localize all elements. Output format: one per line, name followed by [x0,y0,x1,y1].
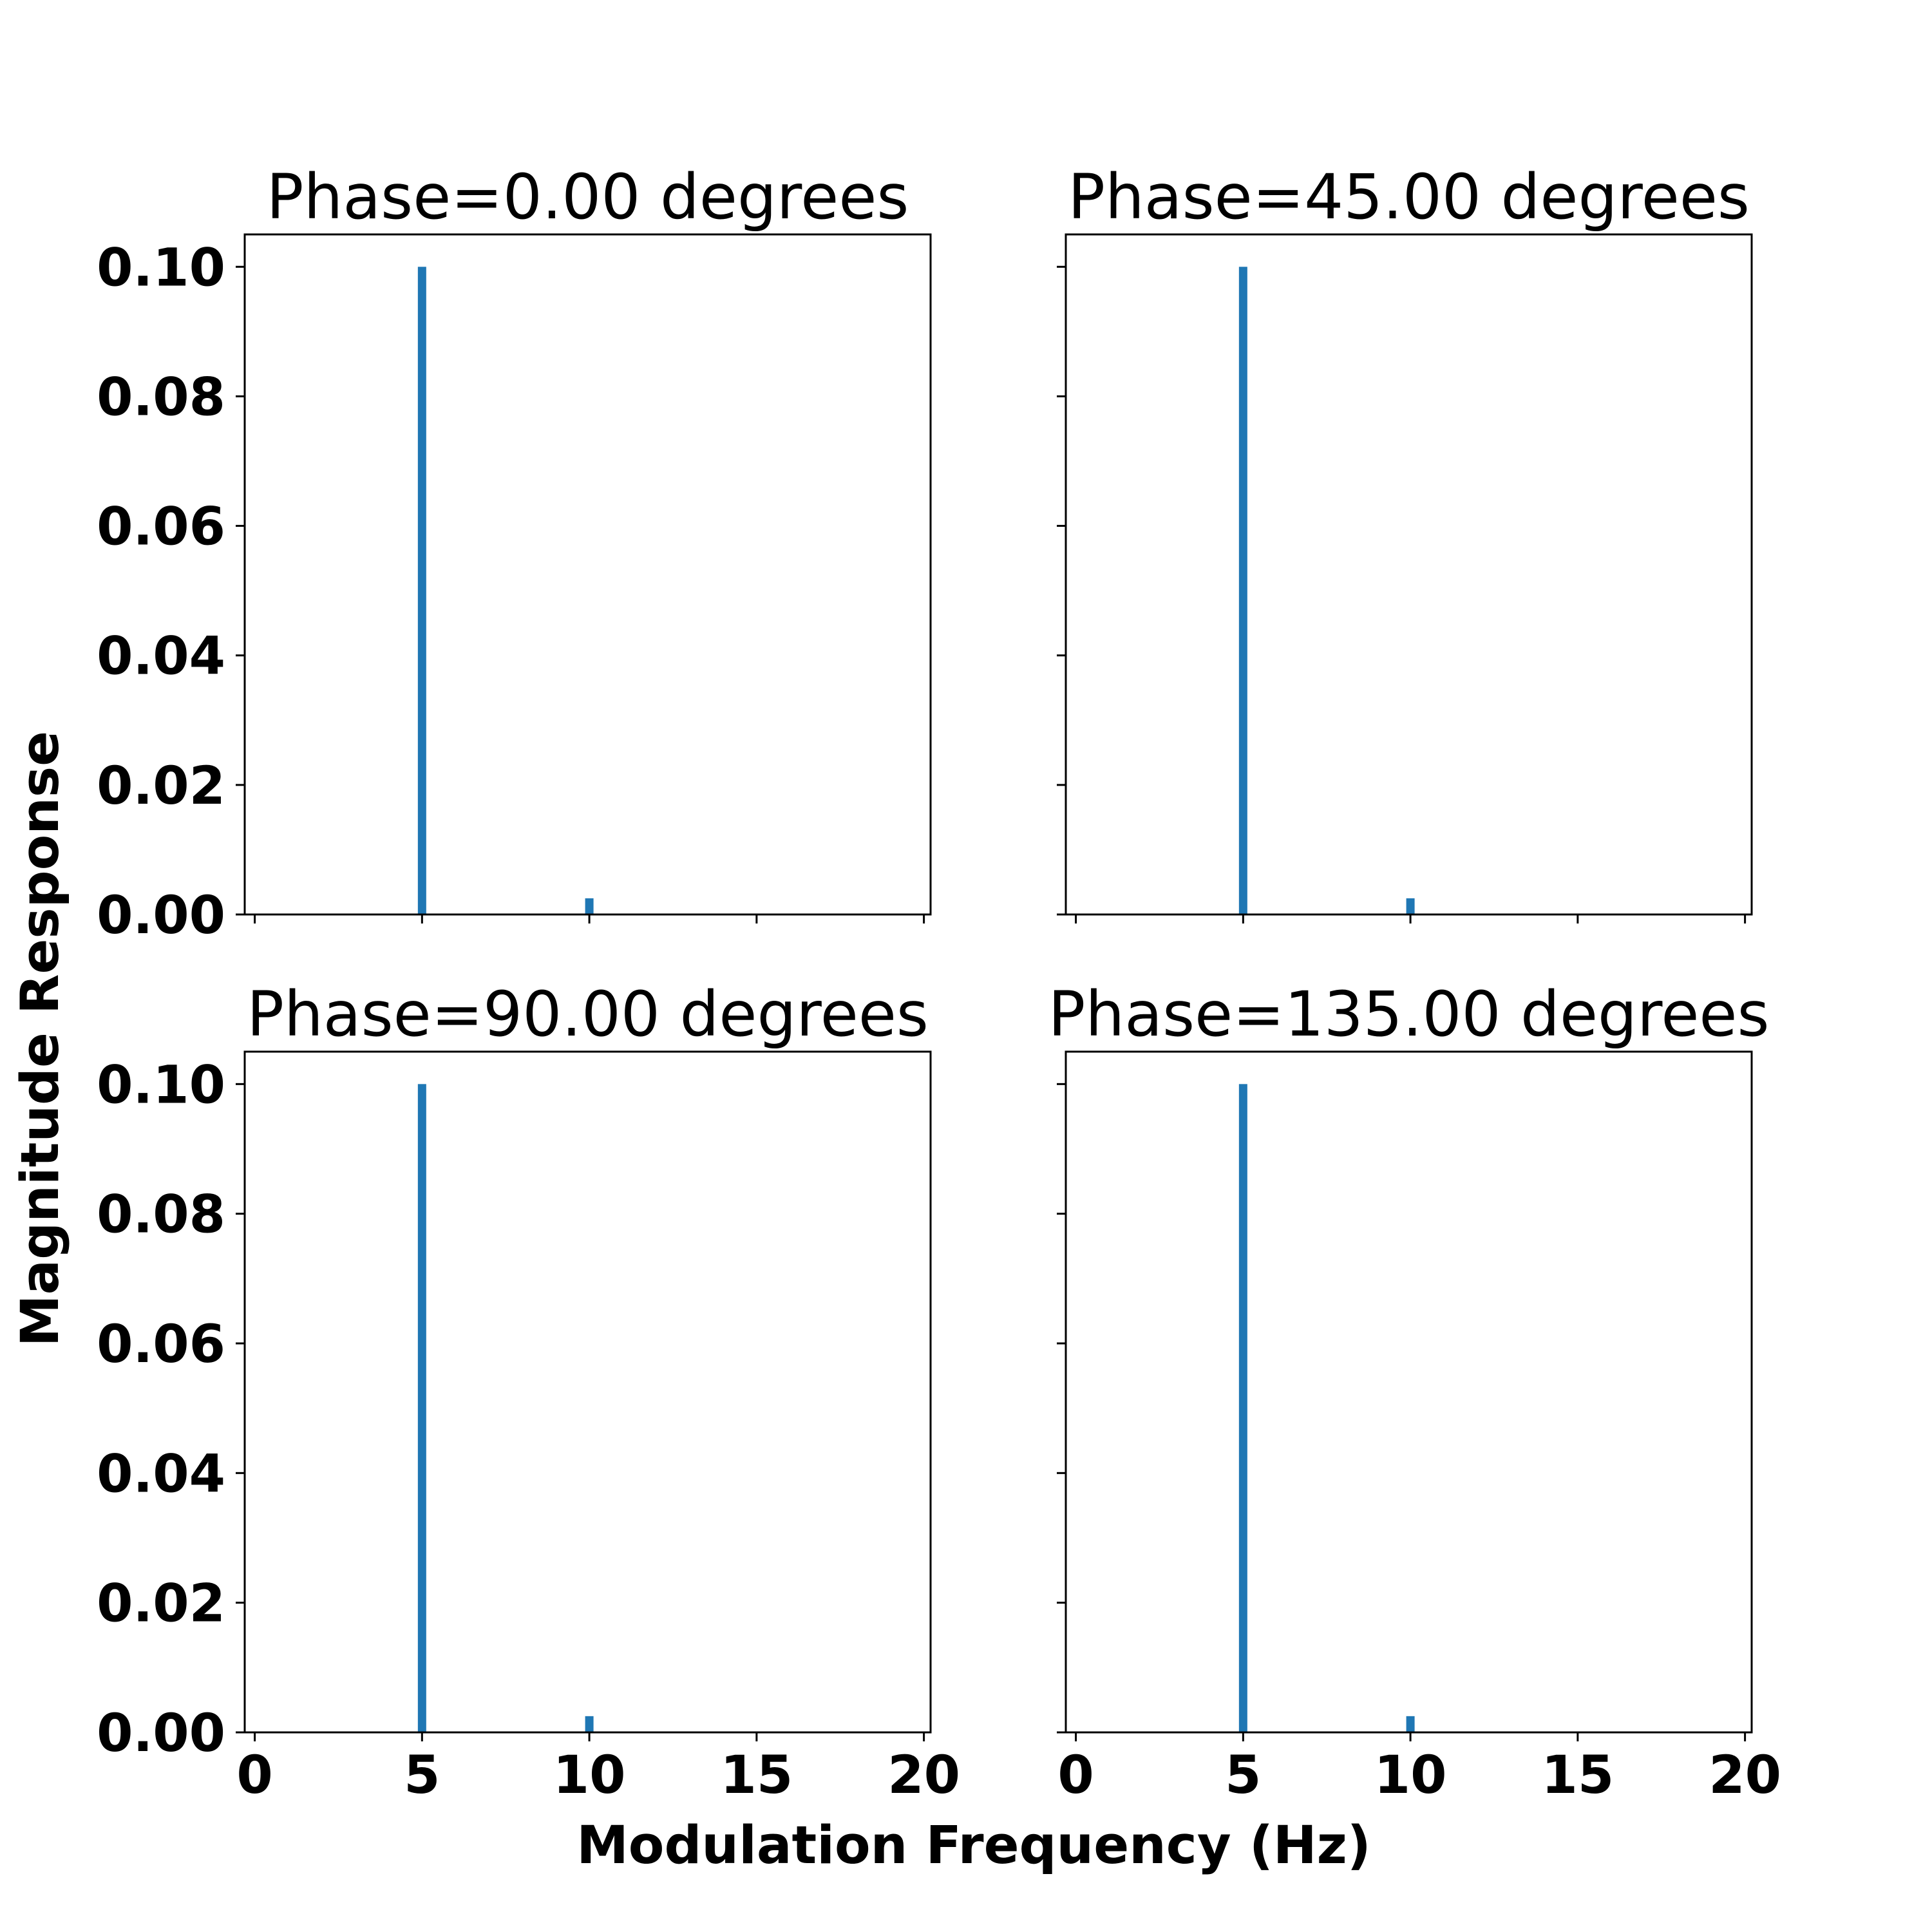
y-axis-label: Magnitude Response [10,731,71,1347]
y-tick-label: 0.06 [97,497,225,558]
panel-title: Phase=0.00 degrees [267,161,909,233]
y-tick-label: 0.08 [97,367,225,428]
y-tick-label: 0.00 [97,1703,225,1764]
y-tick-label: 0.00 [97,886,225,946]
y-tick-label: 0.06 [97,1314,225,1375]
x-tick-label: 0 [236,1745,272,1806]
x-tick-label: 10 [1374,1745,1447,1806]
y-tick-label: 0.08 [97,1185,225,1245]
panel-title: Phase=135.00 degrees [1048,978,1770,1050]
bar-10hz [585,898,594,914]
x-tick-label: 20 [887,1745,960,1806]
bar-5hz [417,267,426,914]
plot-frame [1065,233,1753,916]
x-axis-label: Modulation Frequency (Hz) [576,1815,1371,1876]
plot-frame [243,1050,932,1734]
x-tick-label: 0 [1057,1745,1094,1806]
plot-frame [243,233,932,916]
bar-5hz [417,1084,426,1732]
bar-5hz [1238,1084,1247,1732]
y-tick-label: 0.10 [97,238,225,298]
x-tick-label: 5 [1225,1745,1261,1806]
bar-10hz [585,1716,594,1732]
bar-10hz [1406,898,1415,914]
panel-2: Phase=45.00 degrees [1057,161,1753,923]
panel-title: Phase=90.00 degrees [247,978,929,1050]
x-tick-label: 5 [404,1745,440,1806]
y-tick-label: 0.02 [97,756,225,817]
y-tick-label: 0.10 [97,1055,225,1115]
x-tick-label: 20 [1709,1745,1781,1806]
y-tick-label: 0.04 [97,1444,225,1504]
y-tick-label: 0.04 [97,627,225,687]
bar-10hz [1406,1716,1415,1732]
panel-3: Phase=90.00 degrees 0.00 0.02 0.04 0.06 0.08 0… [97,978,960,1806]
x-tick-label: 15 [1541,1745,1614,1806]
panel-1: Phase=0.00 degrees 0.00 0.02 0.04 0.06 0.08 0.… [97,161,932,946]
x-tick-label: 10 [553,1745,626,1806]
panel-4: Phase=135.00 degrees 0 5 10 15 20 [1048,978,1781,1806]
panels: Phase=0.00 degrees 0.00 0.02 0.04 0.06 0.08 0.… [97,161,1781,1806]
y-tick-label: 0.02 [97,1574,225,1634]
x-tick-label: 15 [720,1745,793,1806]
panel-title: Phase=45.00 degrees [1068,161,1750,233]
bar-5hz [1238,267,1247,914]
plot-frame [1065,1050,1753,1734]
